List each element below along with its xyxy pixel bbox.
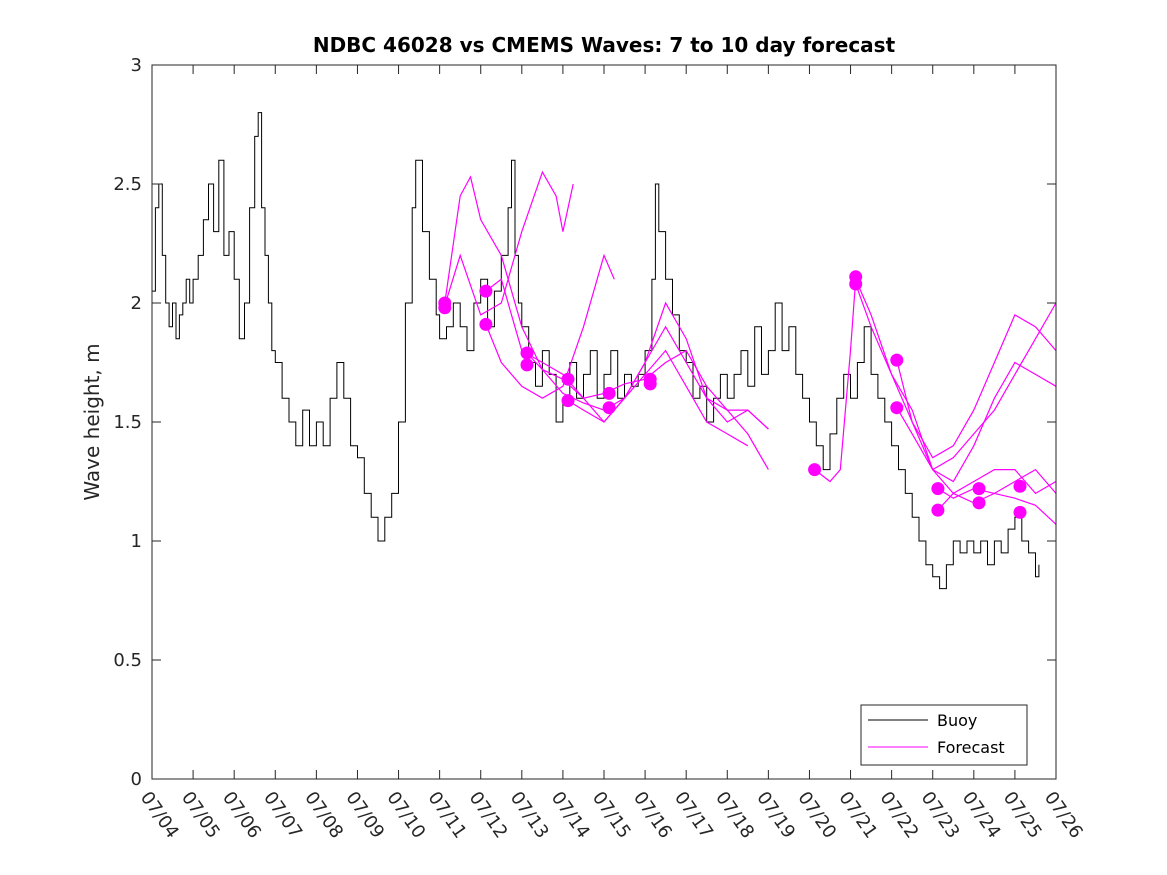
legend-box: [860, 704, 1028, 766]
forecast-marker-21: [1013, 479, 1027, 493]
forecast-run-line-3: [444, 170, 574, 316]
y-tick-labels: 0 0.5 1 1.5 2 2.5 3: [113, 55, 142, 790]
forecast-marker-8: [602, 386, 616, 400]
forecast-marker-7: [561, 394, 575, 408]
forecast-marker-9: [602, 401, 616, 415]
chart-title: NDBC 46028 vs CMEMS Waves: 7 to 10 day f…: [313, 33, 896, 57]
forecast-marker-14: [849, 277, 863, 291]
forecast-run-line-11: [937, 468, 1057, 511]
legend: Buoy Forecast: [860, 704, 1028, 766]
y-tick-label: 1.5: [113, 412, 142, 433]
forecast-marker-1: [438, 301, 452, 315]
ticks-layer: [151, 64, 1057, 780]
y-tick-label: 2.5: [113, 174, 142, 195]
y-tick-label: 1: [131, 531, 142, 552]
y-tick-label: 2: [131, 293, 142, 314]
forecast-run-line-5: [567, 349, 749, 447]
forecast-run-line-0: [444, 175, 769, 430]
forecast-marker-15: [890, 353, 904, 367]
forecast-marker-6: [561, 372, 575, 386]
forecast-marker-16: [890, 401, 904, 415]
y-tick-label: 0: [131, 769, 142, 790]
forecast-run-line-7: [855, 283, 1057, 459]
forecast-marker-17: [931, 482, 945, 496]
marker-layer: [438, 270, 1027, 519]
forecast-marker-19: [972, 482, 986, 496]
forecast-marker-4: [520, 346, 534, 360]
forecast-run-line-6: [814, 278, 1057, 483]
series-layer: [152, 112, 1057, 590]
forecast-marker-20: [972, 496, 986, 510]
forecast-marker-11: [643, 377, 657, 391]
legend-label-buoy: Buoy: [937, 711, 977, 730]
forecast-marker-2: [479, 284, 493, 298]
forecast-marker-3: [479, 317, 493, 331]
forecast-marker-18: [931, 503, 945, 517]
legend-label-forecast: Forecast: [937, 738, 1005, 757]
y-tick-label: 3: [131, 55, 142, 76]
y-axis-label: Wave height, m: [80, 343, 104, 500]
forecast-marker-12: [808, 463, 822, 477]
forecast-run-line-9: [896, 407, 1057, 495]
y-tick-label: 0.5: [113, 650, 142, 671]
buoy-series-line: [152, 112, 1040, 590]
forecast-run-line-8: [896, 359, 1057, 483]
forecast-marker-5: [520, 358, 534, 372]
forecast-run-line-4: [485, 253, 615, 399]
forecast-marker-22: [1013, 505, 1027, 519]
